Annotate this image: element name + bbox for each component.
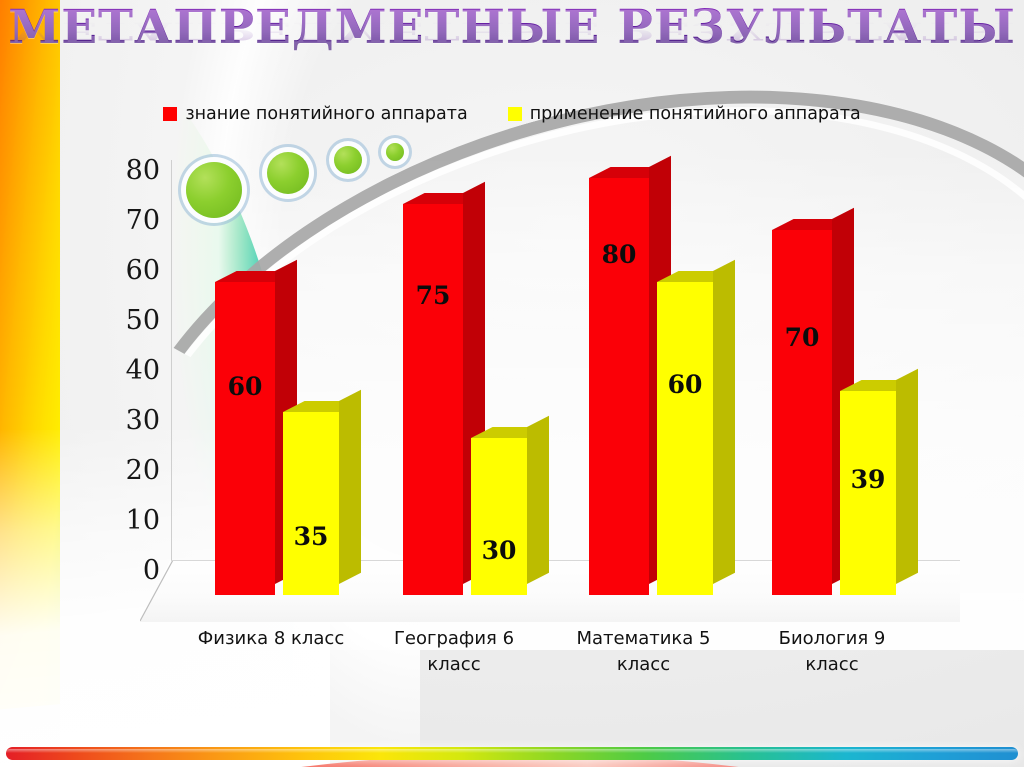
x-label-geografiya: География 6 класс bbox=[393, 628, 515, 675]
bar-value-label: 70 bbox=[784, 323, 820, 352]
legend-item-application[interactable]: применение понятийного аппарата bbox=[507, 104, 861, 124]
bar-knowledge-biologiya[interactable]: 70 bbox=[772, 207, 854, 601]
bar-front-face bbox=[471, 438, 527, 595]
bar-knowledge-geografiya[interactable]: 75 bbox=[403, 181, 485, 601]
bar-front-face bbox=[215, 282, 275, 595]
legend-label-application: применение понятийного аппарата bbox=[529, 104, 861, 124]
bar-knowledge-matematika[interactable]: 80 bbox=[589, 155, 671, 601]
bar-application-geografiya[interactable]: 30 bbox=[471, 415, 549, 601]
title-block: МЕТАПРЕДМЕТНЫЕ РЕЗУЛЬТАТЫ МЕТАПРЕДМЕТНЫЕ… bbox=[0, 4, 1024, 91]
x-label-fizika: Физика 8 класс bbox=[197, 628, 345, 649]
bar-value-label: 60 bbox=[227, 372, 263, 401]
bar-application-fizika[interactable]: 35 bbox=[283, 389, 361, 601]
bar-application-matematika[interactable]: 60 bbox=[657, 259, 735, 601]
bar-front-face bbox=[283, 412, 339, 595]
legend-swatch-yellow-icon bbox=[507, 107, 522, 121]
bar-knowledge-fizika[interactable]: 60 bbox=[215, 259, 297, 601]
legend-label-knowledge: знание понятийного аппарата bbox=[185, 104, 468, 124]
bar-side-face bbox=[896, 368, 918, 584]
bar-value-label: 75 bbox=[415, 281, 451, 310]
x-label-matematika: Математика 5 класс bbox=[576, 628, 711, 675]
bar-value-label: 39 bbox=[850, 465, 886, 494]
bar-side-face bbox=[339, 389, 361, 584]
bar-front-face bbox=[403, 204, 463, 595]
bar-value-label: 80 bbox=[601, 240, 637, 269]
x-label-biologiya: Биология 9 класс bbox=[778, 628, 886, 675]
bar-side-face bbox=[713, 259, 735, 584]
bar-value-label: 60 bbox=[667, 370, 703, 399]
page-title-reflection: МЕТАПРЕДМЕТНЫЕ РЕЗУЛЬТАТЫ bbox=[0, 16, 1024, 45]
bar-side-face bbox=[527, 415, 549, 584]
legend-item-knowledge[interactable]: знание понятийного аппарата bbox=[163, 104, 468, 124]
bar-front-face bbox=[657, 282, 713, 595]
legend-swatch-red-icon bbox=[163, 107, 178, 121]
bar-application-biologiya[interactable]: 39 bbox=[840, 368, 918, 601]
x-axis-labels: Физика 8 класс География 6 класс Математ… bbox=[0, 626, 1024, 706]
bar-value-label: 35 bbox=[293, 522, 329, 551]
chart-legend: знание понятийного аппарата применение п… bbox=[0, 104, 1024, 124]
bar-front-face bbox=[772, 230, 832, 595]
bar-value-label: 30 bbox=[481, 536, 517, 565]
